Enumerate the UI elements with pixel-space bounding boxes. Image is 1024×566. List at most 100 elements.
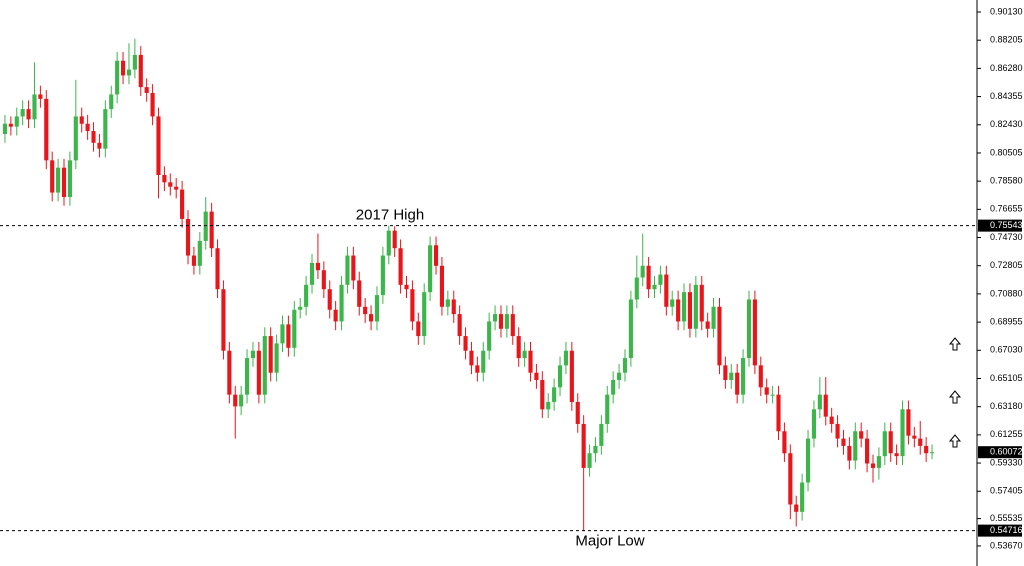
y-tick-label: 0.61255 (990, 429, 1023, 439)
candle-body (56, 167, 61, 193)
candle-body (268, 336, 273, 373)
candle-body (292, 309, 297, 348)
candle-body (611, 380, 616, 395)
candle-body (888, 431, 893, 454)
candle-body (788, 453, 793, 505)
candle-body (664, 274, 669, 307)
level-annotation: 2017 High (356, 207, 424, 224)
y-tick-label: 0.82430 (990, 119, 1023, 129)
candle-body (433, 245, 439, 266)
level-price-box (978, 219, 1022, 232)
candle-body (203, 211, 208, 241)
candle-body (404, 284, 409, 290)
candle-body (422, 292, 427, 337)
candle-body (327, 289, 332, 310)
candle-body (782, 431, 787, 454)
candle-body (770, 394, 775, 396)
candle-body (180, 189, 185, 219)
candle-body (103, 109, 108, 149)
candle-body (256, 350, 261, 395)
candle-body (191, 255, 196, 266)
candle-body (227, 350, 232, 395)
candle-body (504, 314, 509, 329)
candle-body (729, 372, 734, 381)
candle-body (215, 248, 220, 290)
candle-body (516, 336, 521, 359)
candle-body (540, 380, 545, 410)
level-price-box (978, 524, 1022, 537)
candle-body (882, 431, 887, 457)
candle-body (764, 387, 769, 395)
candle-body (8, 123, 13, 127)
y-tick-label: 0.68955 (990, 316, 1023, 326)
y-tick-label: 0.59330 (990, 457, 1023, 467)
candle-body (800, 482, 805, 512)
y-tick-label: 0.57405 (990, 486, 1023, 496)
candle-body (498, 314, 504, 329)
candle-body (575, 401, 580, 424)
candle-body (847, 445, 852, 461)
candle-body (2, 123, 8, 134)
candle-body (741, 358, 746, 395)
candle-body (634, 277, 639, 300)
candle-body (817, 394, 822, 410)
candle-body (144, 87, 149, 93)
candle-body (894, 453, 899, 457)
candle-body (487, 321, 492, 351)
up-arrow (948, 337, 962, 351)
candle-body (628, 299, 633, 359)
up-arrow (948, 434, 962, 448)
candle-body (451, 299, 456, 315)
candle-body (557, 365, 563, 388)
candle-body (605, 394, 610, 424)
candle-body (91, 131, 96, 143)
candle-body (168, 182, 173, 187)
candle-body (162, 174, 167, 183)
candle-body (593, 445, 598, 454)
candle-body (870, 463, 876, 468)
candle-body (853, 431, 858, 461)
candle-body (687, 292, 693, 329)
candle-body (428, 245, 433, 293)
candle-body (185, 218, 191, 256)
candle-body (298, 306, 303, 310)
candle-body (120, 60, 126, 76)
y-tick-label: 0.72805 (990, 260, 1023, 270)
candle-body (315, 262, 320, 271)
candle-body (410, 289, 415, 322)
y-tick-label: 0.70880 (990, 288, 1023, 298)
candle-body (363, 306, 368, 315)
candle-body (262, 336, 267, 395)
candle-body (906, 409, 911, 436)
candle-body (304, 284, 309, 307)
candle-body (758, 365, 763, 388)
candle-body (876, 456, 881, 468)
candle-body (811, 409, 817, 439)
candle-body (723, 365, 728, 381)
candle-body (717, 306, 722, 366)
candle-body (640, 265, 645, 278)
candle-body (239, 394, 244, 407)
candle-body (929, 452, 935, 454)
candle-body (97, 142, 102, 149)
candle-body (67, 160, 72, 197)
candle-body (416, 321, 421, 337)
candle-body (50, 160, 55, 193)
candle-body (670, 299, 675, 307)
level-price-label: 0.54716 (990, 525, 1023, 535)
candle-body (652, 284, 657, 290)
candle-body (280, 324, 285, 344)
y-tick-label: 0.88205 (990, 35, 1023, 45)
candle-body (865, 438, 870, 464)
candle-body (274, 343, 279, 373)
candle-body (368, 314, 374, 322)
candle-body (776, 394, 781, 432)
candle-body (250, 350, 256, 359)
candle-body (705, 321, 710, 329)
candle-body (522, 350, 527, 359)
candle-body (475, 365, 480, 373)
candle-body (646, 265, 651, 290)
candle-body (392, 230, 397, 249)
candle-body (374, 295, 380, 322)
